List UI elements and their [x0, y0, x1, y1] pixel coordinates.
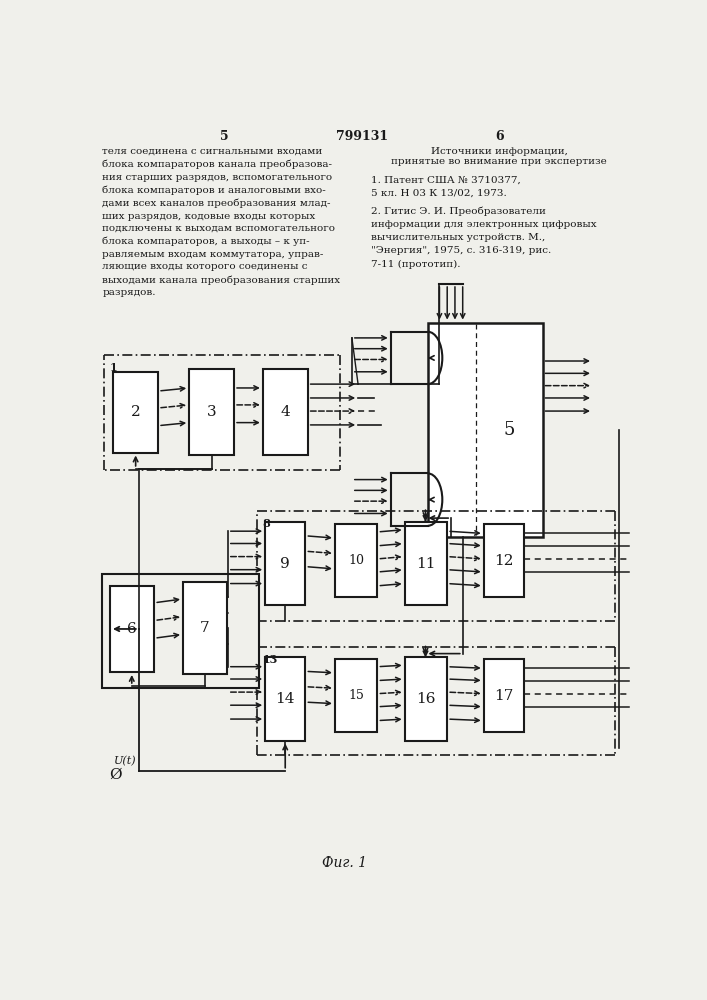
- Text: 11: 11: [416, 557, 436, 571]
- Bar: [335, 524, 378, 597]
- Text: Источники информации,: Источники информации,: [431, 147, 568, 156]
- Text: 799131: 799131: [336, 130, 388, 143]
- Bar: [265, 657, 305, 741]
- Text: 4: 4: [281, 405, 290, 419]
- Text: 2. Гитис Э. И. Преобразователи
информации для электронных цифровых
вычислительны: 2. Гитис Э. И. Преобразователи информаци…: [371, 206, 597, 269]
- Bar: [183, 582, 227, 674]
- Text: 16: 16: [416, 692, 436, 706]
- Text: 5: 5: [503, 421, 515, 439]
- Text: 13: 13: [263, 654, 278, 665]
- Text: 9: 9: [281, 557, 290, 571]
- Bar: [103, 574, 259, 688]
- Text: теля соединена с сигнальными входами
блока компараторов канала преобразова-
ния : теля соединена с сигнальными входами бло…: [103, 147, 341, 297]
- Bar: [404, 657, 448, 741]
- Bar: [484, 524, 524, 597]
- Text: 1: 1: [110, 362, 117, 373]
- Bar: [428, 323, 542, 537]
- Text: 10: 10: [348, 554, 364, 567]
- Text: 6: 6: [495, 130, 503, 143]
- Text: 8: 8: [263, 518, 271, 529]
- Text: 12: 12: [494, 554, 513, 568]
- Text: 2: 2: [131, 405, 141, 419]
- Text: 3: 3: [206, 405, 216, 419]
- Bar: [113, 372, 158, 453]
- Text: 14: 14: [276, 692, 295, 706]
- Bar: [335, 659, 378, 732]
- Bar: [110, 586, 154, 672]
- Text: Фиг. 1: Фиг. 1: [322, 856, 367, 870]
- Text: 17: 17: [494, 689, 513, 703]
- Bar: [265, 522, 305, 605]
- Bar: [189, 369, 234, 455]
- Text: принятые во внимание при экспертизе: принятые во внимание при экспертизе: [391, 157, 607, 166]
- Text: 15: 15: [349, 689, 364, 702]
- Bar: [263, 369, 308, 455]
- Text: U(t): U(t): [114, 756, 136, 767]
- Bar: [484, 659, 524, 732]
- Text: 1. Патент США № 3710377,
5 кл. Н 03 К 13/02, 1973.: 1. Патент США № 3710377, 5 кл. Н 03 К 13…: [371, 175, 521, 198]
- Text: 6: 6: [127, 622, 137, 636]
- Text: 7: 7: [200, 621, 210, 635]
- Bar: [404, 522, 448, 605]
- Text: Ø: Ø: [110, 768, 122, 782]
- Text: 5: 5: [220, 130, 228, 143]
